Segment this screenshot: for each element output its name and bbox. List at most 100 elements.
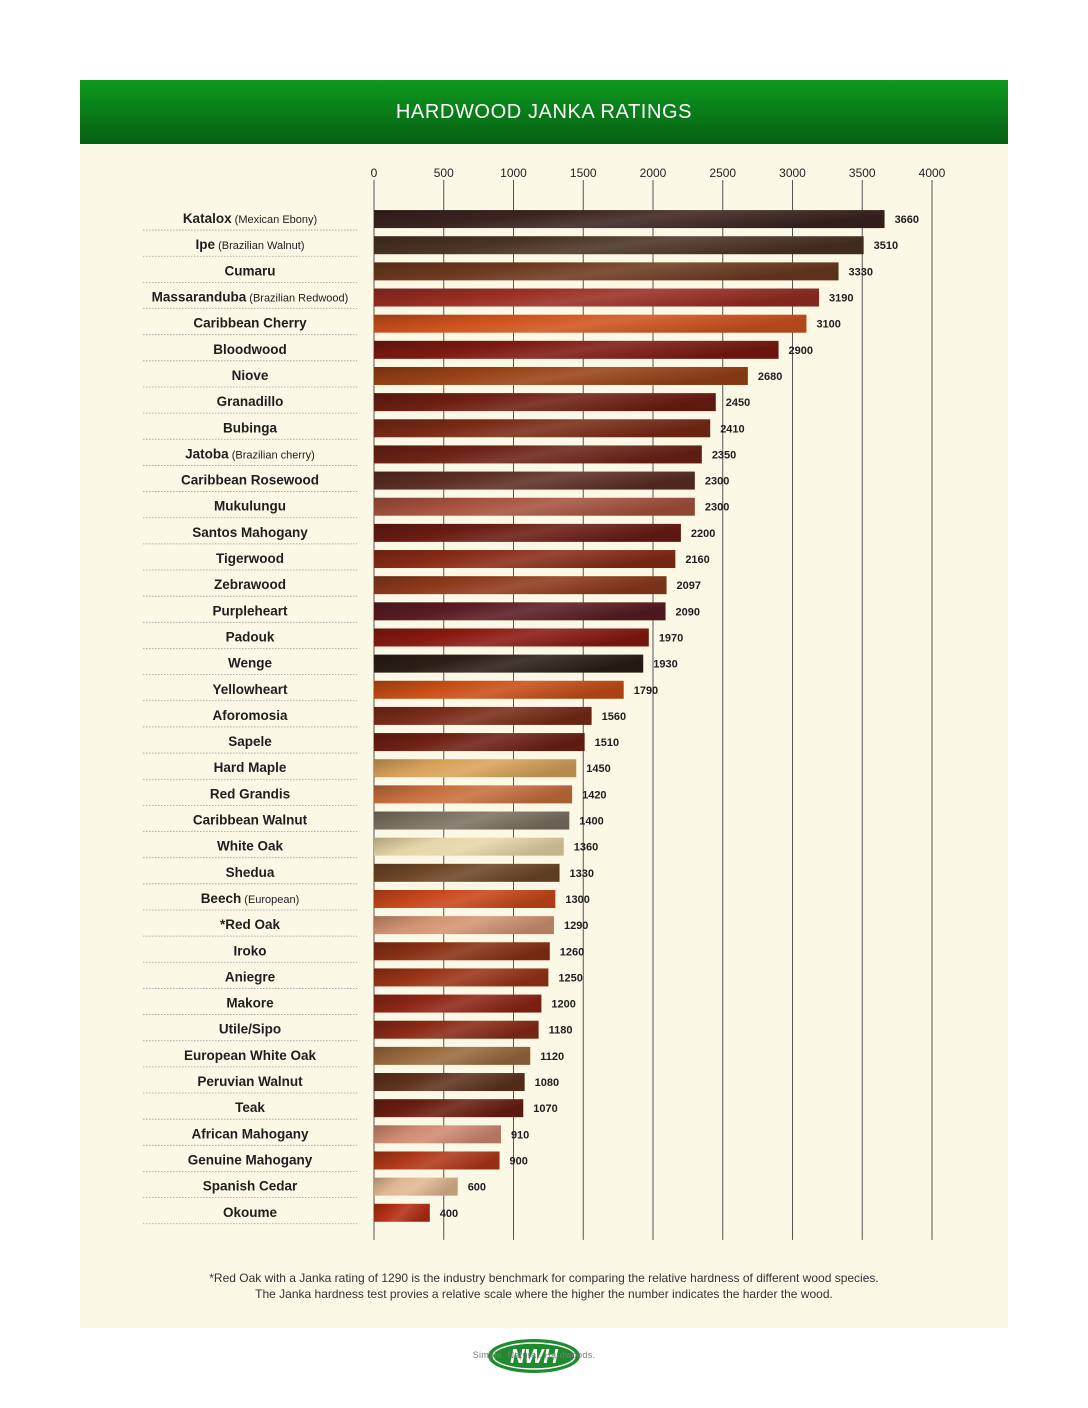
bar-17	[374, 654, 644, 673]
value-label-5: 2900	[789, 345, 813, 357]
category-label-35: African Mahogany	[191, 1126, 309, 1141]
category-label-6: Niove	[232, 368, 269, 383]
value-label-27: 1290	[564, 920, 588, 932]
bar-19	[374, 706, 592, 725]
category-label-22: Red Grandis	[210, 786, 290, 801]
bar-10	[374, 471, 695, 490]
category-label-5: Bloodwood	[213, 342, 286, 357]
janka-bar-chart: 0 500 1000 1500 2000 2500 3000 3500 4000 Katalox …	[143, 166, 946, 1240]
bar-7	[374, 393, 716, 412]
bar-31	[374, 1020, 539, 1039]
value-label-29: 1250	[558, 972, 582, 984]
bar-16	[374, 628, 649, 647]
logo-tagline: Simple. Natural. Hardwoods.	[472, 1350, 596, 1360]
category-label-15: Purpleheart	[212, 603, 288, 618]
value-label-0: 3660	[895, 214, 919, 226]
category-label-1: Ipe (Brazilian Walnut)	[196, 237, 305, 252]
value-label-9: 2350	[712, 449, 736, 461]
bar-13	[374, 550, 676, 569]
category-label-25: Shedua	[226, 865, 275, 880]
category-label-27: *Red Oak	[220, 917, 281, 932]
tick-label-500: 500	[434, 166, 454, 180]
category-label-34: Teak	[235, 1100, 265, 1115]
bar-11	[374, 497, 695, 516]
value-label-16: 1970	[659, 632, 683, 644]
category-label-17: Wenge	[228, 656, 272, 671]
category-label-32: European White Oak	[184, 1048, 317, 1063]
category-label-10: Caribbean Rosewood	[181, 473, 319, 488]
bar-29	[374, 968, 549, 987]
category-label-7: Granadillo	[217, 394, 284, 409]
value-label-19: 1560	[602, 711, 626, 723]
logo-text: NWH	[510, 1346, 558, 1368]
bar-23	[374, 811, 570, 830]
value-label-23: 1400	[579, 816, 603, 828]
tick-label-4000: 4000	[919, 166, 946, 180]
bar-37	[374, 1177, 458, 1196]
value-label-26: 1300	[565, 894, 589, 906]
value-label-12: 2200	[691, 528, 715, 540]
value-label-14: 2097	[677, 580, 701, 592]
value-label-2: 3330	[849, 266, 873, 278]
bar-35	[374, 1125, 501, 1144]
bar-38	[374, 1203, 430, 1222]
tick-label-1500: 1500	[570, 166, 597, 180]
category-label-23: Caribbean Walnut	[193, 813, 308, 828]
value-label-33: 1080	[535, 1077, 559, 1089]
category-label-19: Aforomosia	[212, 708, 288, 723]
bar-20	[374, 733, 585, 752]
value-label-20: 1510	[595, 737, 619, 749]
tick-label-2000: 2000	[640, 166, 667, 180]
value-label-36: 900	[510, 1155, 528, 1167]
category-label-37: Spanish Cedar	[203, 1179, 298, 1194]
category-label-3: Massaranduba (Brazilian Redwood)	[152, 290, 349, 305]
category-label-24: White Oak	[217, 839, 284, 854]
footnote: *Red Oak with a Janka rating of 1290 is …	[80, 1270, 1008, 1302]
bar-0	[374, 210, 885, 229]
bar-27	[374, 916, 554, 935]
bar-26	[374, 889, 556, 908]
value-label-18: 1790	[634, 685, 658, 697]
bar-2	[374, 262, 839, 281]
bar-22	[374, 785, 573, 804]
value-label-4: 3100	[816, 319, 840, 331]
tick-label-3000: 3000	[779, 166, 806, 180]
bar-30	[374, 994, 542, 1013]
bar-24	[374, 837, 564, 856]
value-label-32: 1120	[540, 1051, 564, 1063]
category-label-16: Padouk	[226, 629, 275, 644]
tick-label-3500: 3500	[849, 166, 876, 180]
value-label-31: 1180	[549, 1025, 573, 1037]
value-label-30: 1200	[551, 999, 575, 1011]
bar-1	[374, 236, 864, 255]
value-label-7: 2450	[726, 397, 750, 409]
value-label-17: 1930	[653, 659, 677, 671]
bar-32	[374, 1046, 531, 1065]
value-label-21: 1450	[586, 763, 610, 775]
bar-15	[374, 602, 666, 621]
value-label-24: 1360	[574, 842, 598, 854]
category-label-12: Santos Mahogany	[192, 525, 308, 540]
value-label-10: 2300	[705, 476, 729, 488]
chart-panel	[80, 80, 1008, 1328]
tick-label-2500: 2500	[709, 166, 736, 180]
category-label-26: Beech (European)	[201, 891, 300, 906]
tick-label-0: 0	[371, 166, 378, 180]
value-label-13: 2160	[685, 554, 709, 566]
category-label-13: Tigerwood	[216, 551, 284, 566]
category-label-4: Caribbean Cherry	[193, 316, 307, 331]
bar-14	[374, 576, 667, 595]
value-label-22: 1420	[582, 789, 606, 801]
category-label-14: Zebrawood	[214, 577, 286, 592]
logo-oval-inner	[492, 1342, 576, 1370]
category-label-2: Cumaru	[224, 263, 275, 278]
value-label-25: 1330	[570, 868, 594, 880]
category-label-38: Okoume	[223, 1205, 278, 1220]
value-label-6: 2680	[758, 371, 782, 383]
category-label-9: Jatoba (Brazilian cherry)	[185, 446, 315, 461]
bar-6	[374, 366, 748, 385]
chart-title: HARDWOOD JANKA RATINGS	[80, 80, 1008, 144]
category-label-31: Utile/Sipo	[219, 1022, 281, 1037]
bar-25	[374, 863, 560, 882]
value-label-37: 600	[468, 1182, 486, 1194]
